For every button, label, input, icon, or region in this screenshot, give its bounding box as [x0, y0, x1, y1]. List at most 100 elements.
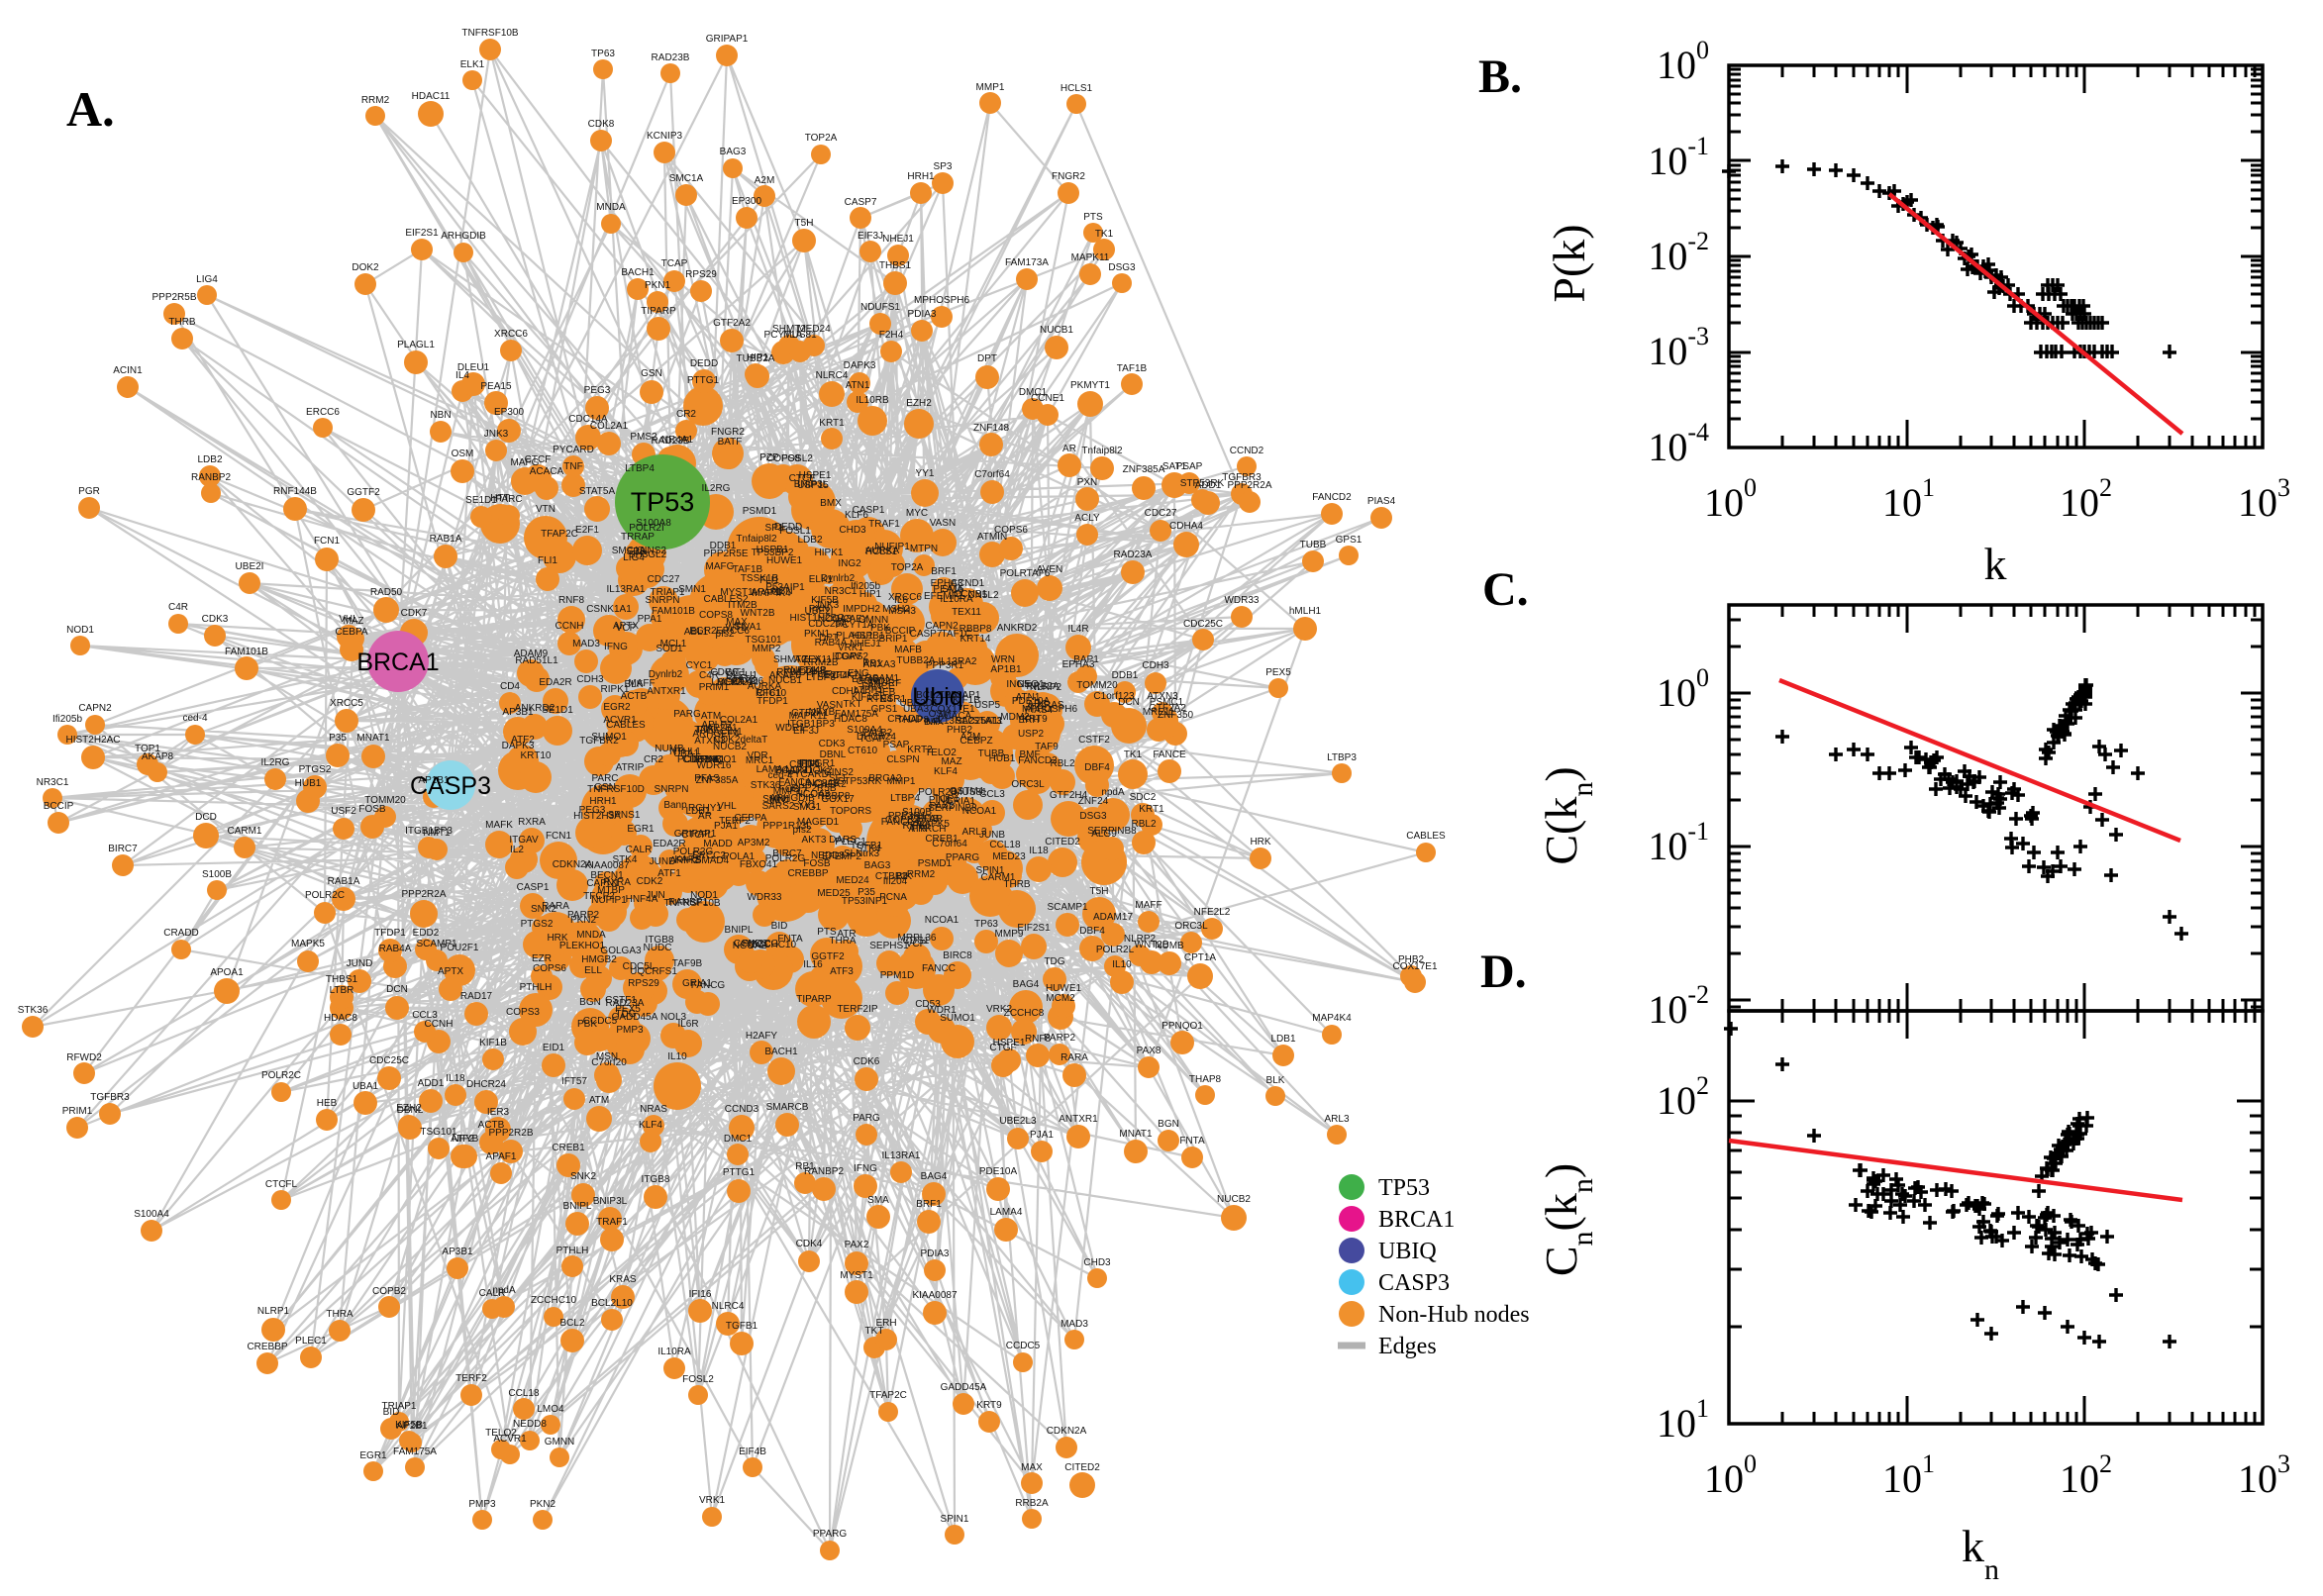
- svg-text:RAD17: RAD17: [460, 991, 493, 1002]
- svg-text:EIF2S1: EIF2S1: [405, 228, 439, 239]
- svg-text:MYST1: MYST1: [840, 1270, 873, 1281]
- svg-text:P35: P35: [329, 733, 347, 744]
- svg-text:HUB1: HUB1: [989, 753, 1016, 764]
- svg-text:HSPB1: HSPB1: [853, 631, 885, 642]
- svg-text:UNC84B: UNC84B: [800, 778, 840, 789]
- svg-text:BAG4: BAG4: [921, 1171, 948, 1182]
- svg-text:Dynlrb2: Dynlrb2: [649, 669, 683, 680]
- svg-text:CHEK2: CHEK2: [813, 779, 847, 790]
- svg-text:PAX2: PAX2: [930, 801, 955, 812]
- svg-text:GSN: GSN: [594, 782, 616, 793]
- svg-text:STAT3: STAT3: [726, 674, 756, 685]
- svg-text:DBF4: DBF4: [1084, 762, 1110, 773]
- svg-text:RFWD2: RFWD2: [66, 1052, 102, 1063]
- svg-text:SNRPN: SNRPN: [645, 595, 679, 606]
- svg-text:PXN: PXN: [1077, 477, 1098, 488]
- svg-text:SARS2: SARS2: [762, 801, 795, 812]
- svg-text:KIAA0087: KIAA0087: [912, 1290, 957, 1301]
- svg-text:VRK1: VRK1: [838, 643, 864, 653]
- svg-text:WT1: WT1: [725, 623, 747, 634]
- svg-text:C4R: C4R: [168, 602, 188, 613]
- svg-text:POLR2G: POLR2G: [765, 853, 806, 864]
- svg-text:STK36: STK36: [18, 1005, 49, 1016]
- svg-text:ERCC6: ERCC6: [716, 626, 750, 637]
- svg-text:KIF5B: KIF5B: [811, 595, 839, 606]
- svg-text:SEPHS1: SEPHS1: [869, 941, 909, 951]
- svg-text:CCDC5: CCDC5: [583, 1016, 618, 1027]
- svg-text:STAT3: STAT3: [972, 716, 1002, 727]
- svg-text:npdA: npdA: [1101, 787, 1125, 798]
- svg-text:FNTA: FNTA: [777, 934, 803, 945]
- svg-text:IL18: IL18: [446, 1073, 465, 1084]
- svg-text:NUMB: NUMB: [1155, 941, 1184, 951]
- svg-text:Ifi204: Ifi204: [883, 876, 908, 887]
- svg-text:TFCP2: TFCP2: [583, 891, 615, 902]
- svg-text:CITED2: CITED2: [1064, 1462, 1100, 1473]
- svg-text:MAGED1: MAGED1: [797, 817, 840, 828]
- svg-text:KIAA0087: KIAA0087: [584, 860, 629, 871]
- svg-text:BMF: BMF: [1019, 749, 1040, 760]
- svg-text:ACVR1: ACVR1: [603, 715, 637, 726]
- svg-text:XRCC5: XRCC5: [330, 698, 363, 709]
- svg-text:POLR2C: POLR2C: [261, 1070, 301, 1081]
- svg-text:PYCARD: PYCARD: [553, 445, 594, 455]
- svg-text:FAM101B: FAM101B: [652, 606, 695, 617]
- svg-text:COL2A1: COL2A1: [720, 715, 758, 726]
- svg-text:UBA1: UBA1: [353, 1081, 379, 1092]
- svg-text:ACLY: ACLY: [794, 654, 820, 665]
- svg-text:P53AIP1: P53AIP1: [765, 582, 805, 593]
- svg-text:ATR: ATR: [908, 824, 927, 835]
- svg-text:OSM: OSM: [929, 709, 952, 720]
- svg-text:Ifi205b: Ifi205b: [52, 714, 82, 725]
- svg-text:PSMD1: PSMD1: [918, 858, 953, 869]
- svg-text:CCNH: CCNH: [425, 1019, 454, 1030]
- svg-text:CTBP2: CTBP2: [875, 871, 908, 882]
- svg-text:PTTG1: PTTG1: [687, 375, 720, 386]
- svg-text:SLC25A11: SLC25A11: [956, 716, 1003, 727]
- svg-text:SMA: SMA: [867, 1195, 889, 1206]
- svg-text:EDD2: EDD2: [413, 928, 440, 939]
- svg-text:ITGB1BP3: ITGB1BP3: [405, 826, 453, 837]
- svg-text:MAP4K4: MAP4K4: [1312, 1013, 1352, 1024]
- svg-text:RBL2: RBL2: [1050, 758, 1074, 769]
- svg-text:FNTA: FNTA: [1179, 1136, 1205, 1147]
- svg-text:ITGB8: ITGB8: [642, 1174, 670, 1185]
- svg-text:ERH: ERH: [875, 1318, 896, 1329]
- svg-text:IL16: IL16: [803, 959, 823, 970]
- svg-text:PSMC1: PSMC1: [1150, 697, 1184, 708]
- svg-text:NEDD8: NEDD8: [811, 850, 845, 861]
- svg-text:BRF1: BRF1: [931, 566, 957, 577]
- svg-text:APTX: APTX: [613, 621, 639, 632]
- svg-text:CT610: CT610: [757, 688, 786, 699]
- svg-text:TSSK1B: TSSK1B: [741, 573, 779, 584]
- svg-text:CTCF: CTCF: [789, 473, 816, 484]
- svg-text:C7orf20: C7orf20: [591, 1057, 627, 1068]
- svg-text:BID: BID: [383, 1407, 400, 1418]
- svg-text:PPARG: PPARG: [946, 852, 979, 863]
- svg-text:EP300: EP300: [732, 196, 761, 207]
- svg-text:CDH3: CDH3: [576, 674, 604, 685]
- svg-text:S100A8: S100A8: [636, 518, 671, 529]
- svg-text:PAX8: PAX8: [1137, 1046, 1162, 1056]
- svg-text:MAZ: MAZ: [941, 756, 961, 767]
- svg-text:SMAD4: SMAD4: [695, 855, 730, 866]
- svg-text:CTCFL: CTCFL: [681, 830, 714, 841]
- svg-text:VCP: VCP: [906, 939, 927, 949]
- svg-text:RNF144B: RNF144B: [783, 665, 827, 676]
- svg-text:WDR16: WDR16: [696, 760, 731, 771]
- svg-text:SHMT2: SHMT2: [773, 654, 807, 665]
- svg-text:PPP2R5B: PPP2R5B: [791, 783, 836, 794]
- svg-text:KRAS: KRAS: [609, 1274, 637, 1285]
- svg-text:TP53BP2: TP53BP2: [752, 548, 794, 558]
- svg-text:PIK3CG: PIK3CG: [743, 939, 779, 949]
- svg-text:BIRC7: BIRC7: [772, 848, 802, 859]
- svg-text:CDS1: CDS1: [903, 936, 930, 947]
- svg-text:ARHGEF4: ARHGEF4: [692, 729, 740, 740]
- svg-text:ZCCHC10: ZCCHC10: [531, 1295, 577, 1306]
- svg-text:HCLS1: HCLS1: [1060, 83, 1093, 94]
- svg-text:BGN: BGN: [579, 997, 601, 1008]
- svg-text:VRK2: VRK2: [986, 1004, 1013, 1015]
- svg-text:MCM2: MCM2: [1046, 993, 1075, 1004]
- svg-text:ITGB1BP3: ITGB1BP3: [787, 719, 835, 730]
- svg-text:XRCC6: XRCC6: [888, 592, 922, 603]
